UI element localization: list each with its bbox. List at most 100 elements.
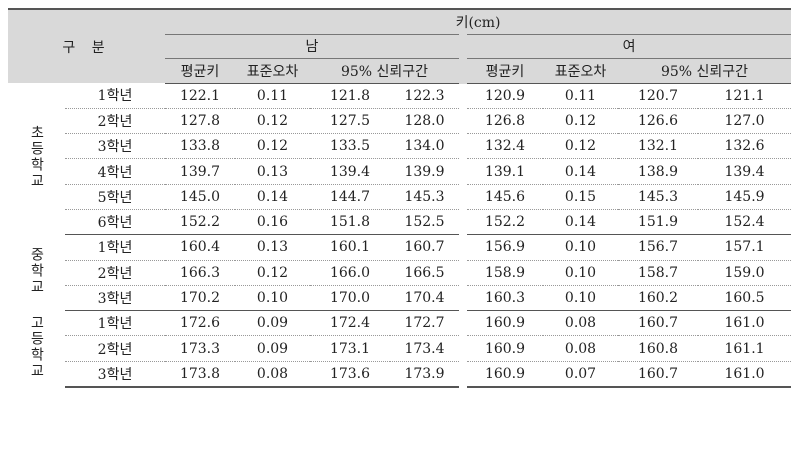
value-cell: 173.3 [165,335,235,362]
column-label: 평균키 [459,58,543,84]
value-cell: 152.2 [459,209,543,236]
column-label: 표준오차 [235,58,310,84]
value-cell: 144.7 [310,184,390,210]
grade-label: 3학년 [65,361,165,389]
value-cell: 0.12 [235,260,310,286]
section: 중학교 1학년 160.4 0.13 160.1 160.7 156.9 0.10 156.7 1… [8,234,792,312]
value-cell: 132.4 [459,133,543,160]
value-cell: 160.9 [459,335,543,362]
value-cell: 152.2 [165,209,235,236]
value-cell: 0.08 [543,310,618,337]
grade-label: 1학년 [65,310,165,337]
section: 초등학교 1학년 122.1 0.11 121.8 122.3 120.9 0.11 120.7… [8,83,792,236]
value-cell: 158.7 [618,260,698,286]
section-cell: 중학교 [8,235,65,311]
value-cell: 160.7 [618,361,698,389]
group-label: 남 [165,34,463,59]
data-row: 중학교 1학년 160.4 0.13 160.1 160.7 156.9 0.10 156.7 1… [8,234,792,295]
grade-label: 2학년 [65,335,165,362]
value-cell: 133.8 [165,133,235,160]
grade-label: 3학년 [65,285,165,312]
value-cell: 134.0 [390,133,463,160]
data-row: 2학년 166.3 0.12 166.0 166.5 158.9 0.10 158.7 159.… [8,260,792,286]
data-row: 6학년 152.2 0.16 151.8 152.5 152.2 0.14 151.9 152.… [8,209,792,236]
grade-label: 2학년 [65,260,165,286]
value-cell: 0.14 [543,209,618,236]
data-row: 4학년 139.7 0.13 139.4 139.9 139.1 0.14 138.9 139.… [8,158,792,185]
value-cell: 0.10 [235,285,310,312]
value-cell: 138.9 [618,158,698,185]
value-cell: 151.8 [310,209,390,236]
grade-label: 5학년 [65,184,165,210]
value-cell: 0.13 [235,158,310,185]
value-cell: 152.4 [698,209,792,236]
value-cell: 160.9 [459,361,543,389]
value-cell: 132.1 [618,133,698,160]
value-cell: 166.5 [390,260,463,286]
data-row: 3학년 133.8 0.12 133.5 134.0 132.4 0.12 132.1 132.… [8,133,792,160]
value-cell: 161.1 [698,335,792,362]
value-cell: 172.4 [310,310,390,337]
value-cell: 161.0 [698,310,792,337]
value-cell: 170.4 [390,285,463,312]
height-table: 구 분 키(cm) 남 여 평균키 표준오차 95% 신뢰구간 평균키 표준오차 95% 신뢰구간… [8,8,792,389]
column-label: 95% 신뢰구간 [310,58,463,84]
value-cell: 139.9 [390,158,463,185]
data-row: 2학년 173.3 0.09 173.1 173.4 160.9 0.08 160.8 161.… [8,335,792,362]
value-cell: 127.0 [698,108,792,135]
value-cell: 0.15 [543,184,618,210]
value-cell: 152.5 [390,209,463,236]
value-cell: 0.12 [235,108,310,135]
value-cell: 122.1 [165,83,235,109]
value-cell: 166.3 [165,260,235,286]
section-label: 고등학교 [28,314,45,379]
grade-label: 3학년 [65,133,165,160]
value-cell: 0.11 [543,83,618,109]
value-cell: 0.09 [235,335,310,362]
section-label: 중학교 [28,246,45,295]
value-cell: 127.8 [165,108,235,135]
section: 고등학교 1학년 172.6 0.09 172.4 172.7 160.9 0.08 160.7… [8,310,792,389]
section-cell: 고등학교 [8,311,65,387]
value-cell: 156.7 [618,234,698,261]
value-cell: 160.7 [390,234,463,261]
value-cell: 173.1 [310,335,390,362]
grade-label: 1학년 [65,83,165,109]
value-cell: 0.10 [543,260,618,286]
value-cell: 0.08 [543,335,618,362]
value-cell: 173.9 [390,361,463,389]
header-row: 평균키 표준오차 95% 신뢰구간 평균키 표준오차 95% 신뢰구간 [8,58,792,84]
value-cell: 160.3 [459,285,543,312]
value-cell: 173.6 [310,361,390,389]
section-label: 초등학교 [28,124,45,189]
value-cell: 0.14 [235,184,310,210]
value-cell: 0.09 [235,310,310,337]
value-cell: 0.12 [543,108,618,135]
value-cell: 172.6 [165,310,235,337]
value-cell: 157.1 [698,234,792,261]
value-cell: 0.14 [543,158,618,185]
value-cell: 120.7 [618,83,698,109]
value-cell: 0.07 [543,361,618,389]
value-cell: 160.9 [459,310,543,337]
value-cell: 120.9 [459,83,543,109]
corner-label: 구 분 [8,8,165,83]
grade-label: 6학년 [65,209,165,236]
value-cell: 170.2 [165,285,235,312]
value-cell: 126.6 [618,108,698,135]
section-cell: 초등학교 [8,83,65,235]
value-cell: 122.3 [390,83,463,109]
value-cell: 160.2 [618,285,698,312]
data-row: 3학년 173.8 0.08 173.6 173.9 160.9 0.07 160.7 161.… [8,361,792,389]
value-cell: 173.4 [390,335,463,362]
value-cell: 139.4 [698,158,792,185]
value-cell: 0.11 [235,83,310,109]
value-cell: 139.4 [310,158,390,185]
value-cell: 121.8 [310,83,390,109]
value-cell: 0.10 [543,234,618,261]
value-cell: 139.7 [165,158,235,185]
value-cell: 156.9 [459,234,543,261]
value-cell: 0.13 [235,234,310,261]
